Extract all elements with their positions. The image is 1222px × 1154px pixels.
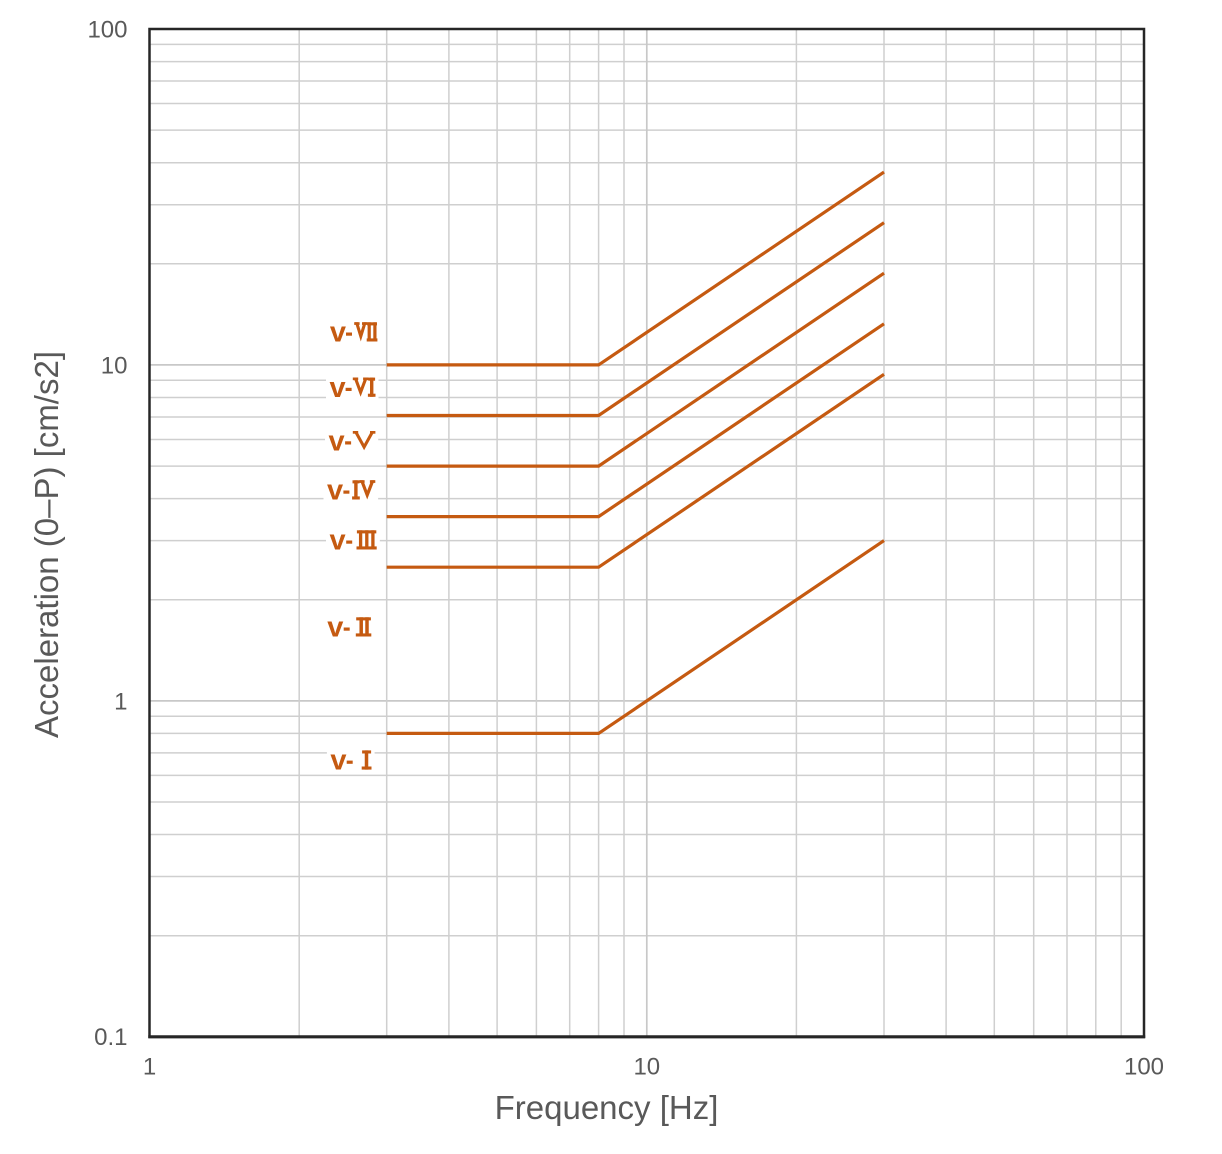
svg-text:v: v: [330, 525, 346, 557]
svg-text:v: v: [330, 745, 346, 777]
svg-text:1: 1: [143, 1054, 156, 1081]
svg-text:100: 100: [87, 17, 127, 44]
svg-text:v: v: [327, 612, 343, 644]
svg-text:Acceleration (0–P) [cm/s2]: Acceleration (0–P) [cm/s2]: [28, 351, 65, 738]
svg-text:100: 100: [1124, 1054, 1164, 1081]
svg-text:v: v: [330, 317, 346, 349]
svg-text:v: v: [329, 425, 345, 457]
svg-text:10: 10: [101, 353, 128, 380]
svg-text:10: 10: [633, 1054, 660, 1081]
svg-text:1: 1: [114, 689, 127, 716]
svg-text:v: v: [327, 475, 343, 507]
svg-text:Frequency [Hz]: Frequency [Hz]: [495, 1089, 719, 1126]
svg-text:0.1: 0.1: [94, 1024, 127, 1051]
svg-text:v: v: [330, 372, 346, 404]
